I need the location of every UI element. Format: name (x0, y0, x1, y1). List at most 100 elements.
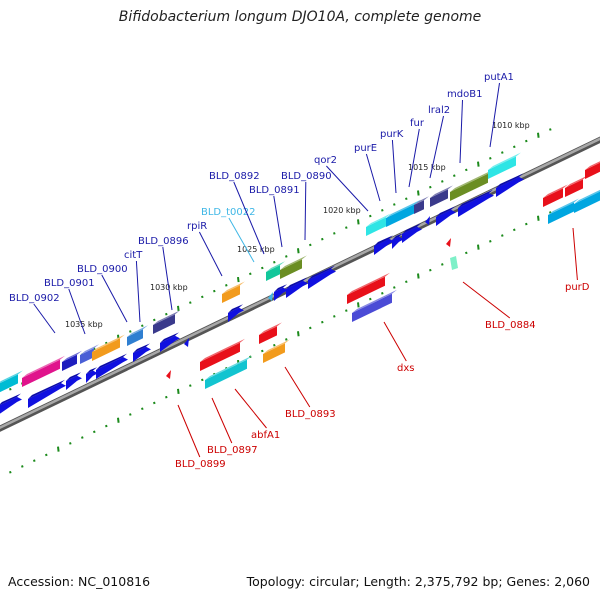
tick-outer-upper (153, 318, 156, 322)
kbp-label: 1010 kbp (492, 121, 530, 130)
gene-arrow-blue-4-face (86, 370, 98, 383)
tick-outer-upper (237, 276, 240, 283)
gene-box-cyan-4-top (488, 152, 521, 170)
tick-outer-lower (357, 302, 360, 308)
gene-box-cyan-6 (548, 198, 579, 224)
tick-outer-upper (309, 243, 312, 247)
tick-outer-lower (321, 320, 324, 324)
gene-box-red-2 (259, 322, 282, 344)
kbp-label: 1035 kbp (65, 320, 103, 329)
gene-box-cyan-1-face (0, 374, 18, 393)
marker-blue-1 (184, 338, 189, 347)
tick-outer-upper (525, 139, 528, 143)
gene-label-BLD_0893: BLD_0893 (285, 409, 336, 420)
gene-arrow-blue-1-top (0, 393, 21, 406)
tick-outer-lower (69, 442, 72, 445)
tick-outer-upper (501, 151, 504, 154)
gene-arrow-blue-11-face (308, 268, 336, 289)
tick-outer-upper (201, 295, 204, 299)
leader-BLD_0893 (284, 366, 311, 408)
tick-outer-upper (225, 284, 228, 287)
leader-rpiR (198, 231, 223, 277)
tick-outer-upper (321, 237, 324, 241)
gene-label-BLD_0896: BLD_0896 (138, 236, 189, 247)
gene-arrow-blue-3-face (66, 375, 82, 390)
gene-arrow-blue-4-top (86, 367, 97, 374)
gene-label-lral2: lral2 (428, 105, 450, 116)
tick-outer-upper (357, 219, 360, 225)
gene-arrow-blue-11 (308, 265, 336, 289)
gene-arrow-blue-5 (96, 353, 128, 379)
tick-outer-upper (333, 232, 336, 235)
gene-box-olive-1-face (280, 259, 302, 279)
gene-box-olive-2 (450, 169, 493, 201)
leader-BLD_0897 (211, 397, 233, 444)
gene-box-red-5-top (565, 175, 588, 188)
gene-box-cyan-7 (574, 189, 600, 213)
marker-red-1 (166, 370, 171, 379)
gene-box-red-1-top (200, 338, 245, 362)
tick-outer-lower (153, 401, 156, 405)
tick-outer-upper (141, 324, 144, 328)
gene-arrow-blue-17-top (496, 173, 523, 188)
gene-box-cyan-2-face (366, 217, 386, 236)
leader-lral2 (429, 115, 444, 179)
tick-outer-lower (105, 424, 108, 428)
leader-BLD_0896 (162, 246, 173, 311)
gene-arrow-blue-1 (0, 393, 22, 414)
gene-box-blue-3 (352, 289, 397, 322)
gene-box-blue-1-top (62, 350, 82, 362)
gene-arrow-blue-11-top (308, 265, 335, 280)
gene-arrow-blue-16-top (458, 189, 493, 208)
gene-box-cyan-5-face (205, 359, 247, 389)
gene-box-red-4-face (543, 188, 563, 207)
leader-BLD_t0022 (228, 217, 255, 263)
gene-arrow-blue-15 (436, 206, 456, 226)
tick-outer-lower (525, 222, 528, 226)
tick-outer-upper (465, 168, 468, 172)
tick-outer-upper (405, 197, 408, 201)
gene-box-red-6 (585, 161, 600, 179)
tick-outer-lower (45, 453, 48, 457)
tick-outer-lower (489, 240, 492, 243)
gene-arrow-blue-8 (228, 304, 244, 322)
gene-box-red-6-top (585, 161, 600, 170)
gene-box-cyan-2 (366, 213, 391, 236)
tick-outer-upper (177, 305, 180, 312)
kbp-label: 1025 kbp (237, 245, 275, 254)
gene-arrow-blue-7 (160, 332, 180, 352)
leader-mdoB1 (459, 99, 463, 164)
gene-arrow-blue-10 (286, 277, 308, 298)
gene-box-olive-1 (280, 255, 307, 279)
gene-box-indigo-3 (430, 185, 453, 207)
tick-outer-upper (489, 157, 492, 160)
tick-outer-lower (381, 292, 384, 295)
gene-label-citT: citT (124, 250, 143, 261)
gene-box-blue-1-face (62, 354, 77, 371)
gene-arrow-blue-10-top (286, 277, 307, 289)
tick-outer-upper (261, 266, 264, 270)
gene-box-cyan-1-top (0, 370, 23, 384)
marker-cyan (268, 292, 273, 301)
gene-box-blue-2 (80, 344, 99, 364)
gene-arrow-blue-4 (86, 367, 98, 383)
gene-box-cyan-7-top (574, 189, 600, 204)
gene-box-indigo-top (153, 310, 180, 325)
tick-outer-upper (249, 272, 252, 276)
marker-red-2 (446, 238, 451, 247)
gene-box-olive-2-top (450, 169, 493, 192)
gene-box-red-5 (565, 175, 588, 197)
gene-label-qor2: qor2 (314, 155, 337, 166)
gene-arrow-blue-2-top (28, 379, 65, 399)
gene-box-blue-3-top (352, 289, 397, 313)
gene-box-olive-1-top (280, 255, 307, 270)
gene-box-olive-2-face (450, 173, 488, 201)
tick-outer-lower (189, 384, 192, 387)
gene-box-red-2-face (259, 326, 277, 344)
tick-outer-lower (201, 378, 204, 382)
gene-box-orange-1 (92, 334, 125, 361)
tick-outer-lower (429, 268, 432, 272)
leader-citT (135, 260, 141, 323)
gene-box-magenta-top (22, 355, 65, 378)
